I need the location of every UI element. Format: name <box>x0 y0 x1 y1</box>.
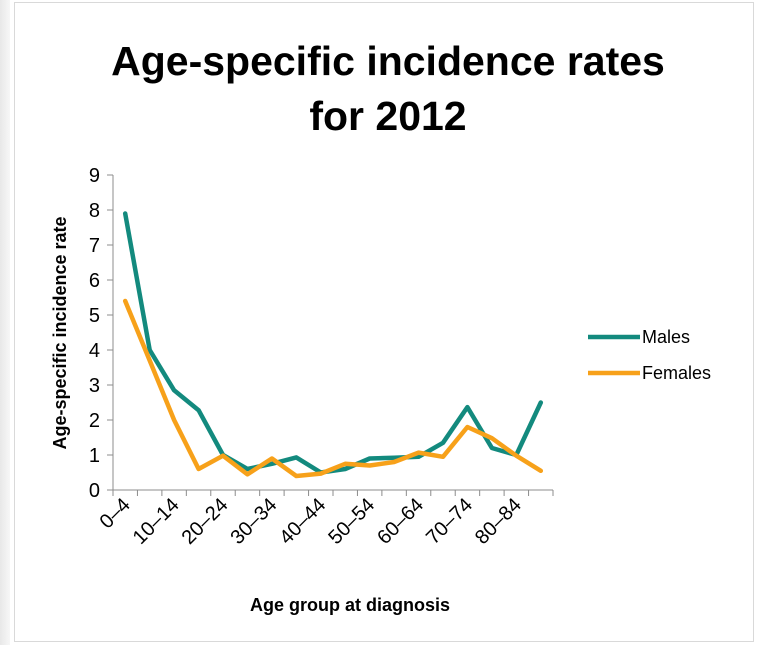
legend-label-females: Females <box>642 363 711 383</box>
y-tick-label: 8 <box>89 200 100 222</box>
axes: 0 1 2 3 4 5 6 7 8 9 0–410–1420–2430–3440–4450–5460… <box>89 165 554 549</box>
y-tick-label: 5 <box>89 305 100 327</box>
legend: Males Females <box>588 327 711 383</box>
chart-title-line-1: Age-specific incidence rates <box>111 38 665 84</box>
y-tick-label: 4 <box>89 340 100 362</box>
x-tick-label: 10–14 <box>129 494 184 549</box>
y-tick-label: 0 <box>89 480 100 502</box>
series-line-females <box>122 298 544 479</box>
x-tick-label: 0–4 <box>96 494 135 533</box>
legend-label-males: Males <box>642 327 690 347</box>
x-tick-label: 70–74 <box>422 494 477 549</box>
series-layer <box>122 211 544 479</box>
chart-area[interactable] <box>14 2 754 642</box>
y-tick-label: 6 <box>89 270 100 292</box>
y-tick-label: 1 <box>89 445 100 467</box>
x-tick-label: 20–24 <box>178 494 233 549</box>
x-tick-label: 60–64 <box>373 494 428 549</box>
y-tick-label: 2 <box>89 410 100 432</box>
y-tick-label: 7 <box>89 235 100 257</box>
y-tick-label: 3 <box>89 375 100 397</box>
chart-title-line-2: for 2012 <box>309 93 466 139</box>
x-tick-label: 50–54 <box>324 494 379 549</box>
x-tick-label: 30–34 <box>227 494 282 549</box>
x-tick-label: 40–44 <box>275 494 330 549</box>
window-edge <box>0 0 10 645</box>
x-tick-label: 80–84 <box>471 494 526 549</box>
y-tick-label: 9 <box>89 165 100 187</box>
y-axis-title: Age-specific incidence rate <box>50 216 70 449</box>
x-axis-title: Age group at diagnosis <box>250 595 450 615</box>
